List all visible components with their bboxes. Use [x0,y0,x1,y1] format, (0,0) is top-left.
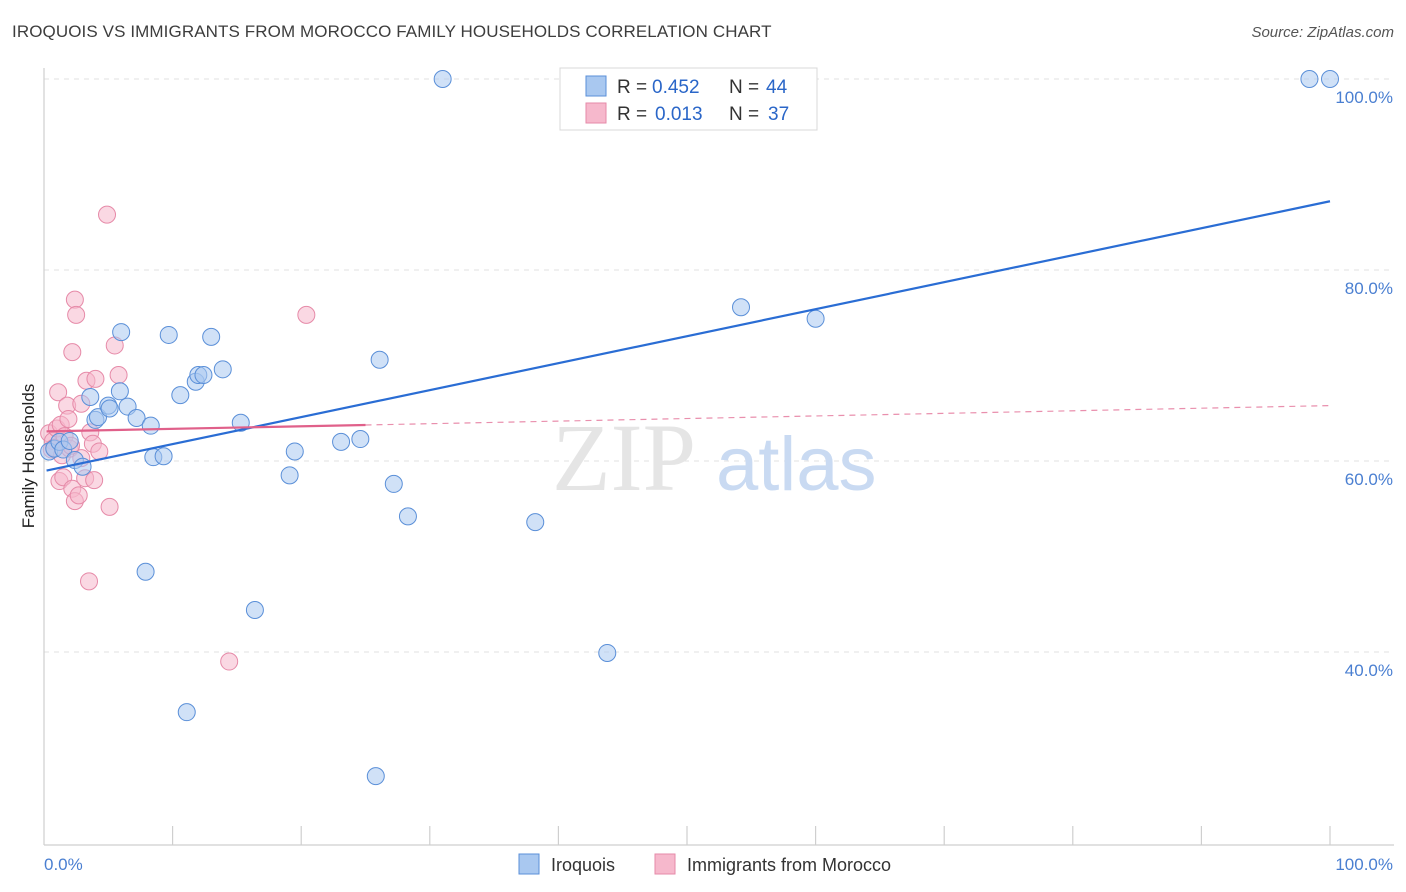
x-tick-label-min: 0.0% [44,855,83,874]
iroquois-point [112,323,131,342]
iroquois-point [154,447,173,466]
iroquois-point [280,466,299,485]
grid [44,78,1394,653]
legend-n-label-2: N = [729,104,759,125]
iroquois-point [213,360,232,379]
iroquois-point [177,703,196,722]
morocco-point [69,486,88,505]
morocco-point [80,572,99,591]
y-tick-label: 60.0% [1345,470,1393,489]
morocco-point [86,369,105,388]
legend-bottom: Iroquois Immigrants from Morocco [518,853,891,875]
y-tick-label: 100.0% [1335,88,1393,107]
iroquois-point [285,442,304,461]
iroquois-point [60,431,79,450]
morocco-point [49,383,68,402]
morocco-point [59,409,78,428]
iroquois-point [202,327,221,346]
y-tick-labels: 40.0% 60.0% 80.0% 100.0% [1335,88,1393,680]
legend-swatch-morocco [585,102,607,124]
x-ticks [172,826,1331,845]
morocco-point [100,497,119,516]
iroquois-point [127,409,146,428]
y-tick-label: 80.0% [1345,279,1393,298]
morocco-point [220,652,239,671]
watermark: ZIP atlas [552,404,877,511]
iroquois-point [351,430,370,449]
bottom-legend-swatch-morocco [654,853,676,875]
y-axis-title: Family Households [19,384,38,529]
iroquois-point [171,386,190,405]
bottom-legend-swatch-iroquois [518,853,540,875]
legend-n-value-2: 37 [768,104,789,125]
morocco-point [109,366,128,385]
legend-n-label-1: N = [729,77,759,98]
iroquois-point [732,298,751,317]
morocco-point [63,343,82,362]
iroquois-trend-line [46,200,1331,472]
chart-title: IROQUOIS VS IMMIGRANTS FROM MOROCCO FAMI… [12,22,772,41]
source-label: Source: ZipAtlas.com [1251,24,1394,41]
iroquois-point [398,507,417,526]
iroquois-point [384,474,403,493]
iroquois-point [245,600,264,619]
iroquois-point [81,388,100,407]
iroquois-point [110,382,129,401]
morocco-point [67,305,86,324]
iroquois-point [1321,70,1339,88]
iroquois-point [1300,70,1319,88]
morocco-trend-line [46,423,366,433]
legend-r-value-2: 0.013 [655,104,703,125]
trend-lines [46,200,1331,472]
iroquois-point [159,325,178,344]
iroquois-point [332,432,351,451]
legend-r-label-1: R = [617,77,647,98]
bottom-legend-label-iroquois: Iroquois [551,855,615,875]
morocco-point [98,205,117,224]
iroquois-point [370,350,389,369]
iroquois-point [136,562,155,581]
morocco-point [297,305,316,324]
legend-n-value-1: 44 [766,77,788,98]
watermark-atlas: atlas [716,422,877,507]
x-tick-label-max: 100.0% [1335,855,1393,874]
series-iroquois-points [40,70,1339,786]
iroquois-point [194,366,213,385]
iroquois-point [366,767,385,786]
iroquois-point [598,643,617,662]
iroquois-point [433,70,452,88]
morocco-point [85,471,104,490]
iroquois-point [806,309,825,328]
watermark-zip: ZIP [552,404,696,511]
iroquois-point [526,513,545,532]
legend-r-label-2: R = [617,104,647,125]
y-tick-label: 40.0% [1345,661,1393,680]
legend-r-value-1: 0.452 [652,77,700,98]
iroquois-point [141,416,160,435]
legend-swatch-iroquois [585,75,607,97]
morocco-trend-line-extension [365,405,1331,426]
series-morocco-points [40,205,316,671]
morocco-point [65,290,84,309]
legend-top: R = 0.452 N = 44 R = 0.013 N = 37 [559,67,818,131]
iroquois-point [100,399,119,418]
bottom-legend-label-morocco: Immigrants from Morocco [687,855,891,875]
